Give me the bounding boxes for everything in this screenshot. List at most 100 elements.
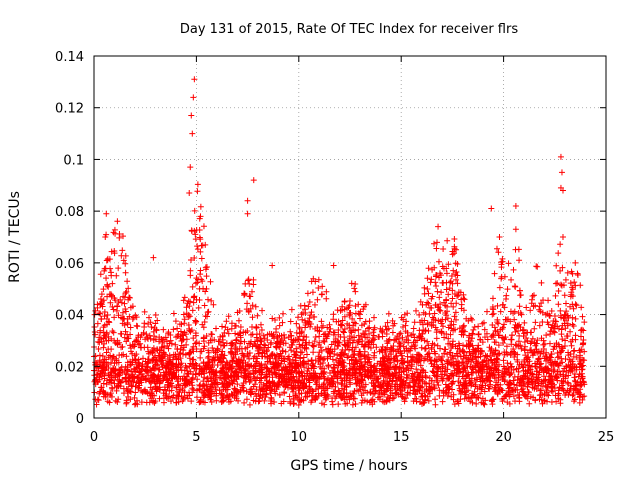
data-point (376, 390, 383, 397)
y-tick-label: 0.04 (55, 309, 84, 324)
data-point (451, 291, 458, 298)
data-point (111, 314, 118, 321)
data-point (281, 390, 288, 397)
data-point (215, 338, 222, 345)
data-point (439, 398, 446, 405)
data-point (122, 260, 129, 267)
data-point (428, 276, 435, 283)
data-point (572, 282, 579, 289)
data-point (532, 319, 539, 326)
data-point (204, 355, 211, 362)
data-point (527, 307, 534, 314)
data-point (424, 393, 431, 400)
data-point (470, 346, 477, 353)
data-point (529, 293, 536, 300)
data-point (458, 305, 465, 312)
data-point (174, 325, 181, 332)
data-point (161, 344, 168, 351)
data-point (196, 227, 203, 234)
data-point (557, 241, 564, 248)
data-point (139, 362, 146, 369)
data-point (570, 348, 577, 355)
data-point (282, 340, 289, 347)
data-point (258, 326, 265, 333)
data-point (545, 392, 552, 399)
data-point (311, 338, 318, 345)
data-point (572, 336, 579, 343)
data-point (352, 288, 359, 295)
data-point (367, 344, 374, 351)
data-point (442, 346, 449, 353)
data-point (114, 303, 121, 310)
data-point (431, 310, 438, 317)
data-point (208, 385, 215, 392)
data-point (424, 275, 431, 282)
data-point (109, 328, 116, 335)
data-point (257, 321, 264, 328)
data-point (321, 338, 328, 345)
data-point (225, 330, 232, 337)
data-point (132, 389, 139, 396)
data-point (316, 328, 323, 335)
data-point (192, 280, 199, 287)
data-point (548, 307, 555, 314)
data-point (450, 267, 457, 274)
data-point (411, 319, 418, 326)
data-point (422, 372, 429, 379)
data-point (378, 346, 385, 353)
data-point (570, 305, 577, 312)
data-point (563, 308, 570, 315)
data-point (445, 335, 452, 342)
data-point (200, 382, 207, 389)
x-axis-label: GPS time / hours (290, 458, 407, 474)
data-point (516, 303, 523, 310)
data-point (345, 353, 352, 359)
data-point (552, 392, 559, 399)
data-point (409, 354, 416, 361)
data-point (136, 369, 143, 376)
x-tick-label: 15 (393, 430, 410, 445)
data-point (469, 342, 476, 349)
data-point (366, 330, 373, 337)
data-point (116, 234, 123, 241)
data-point (422, 374, 429, 381)
data-point (351, 285, 358, 292)
y-tick-label: 0.14 (55, 50, 84, 65)
data-point (329, 356, 336, 363)
data-point (205, 349, 212, 356)
data-point (258, 338, 265, 345)
data-point (316, 383, 323, 390)
data-point (223, 318, 230, 325)
y-tick-label: 0.02 (55, 360, 84, 375)
data-point (499, 339, 506, 346)
data-point (516, 361, 523, 368)
y-tick-label: 0.1 (63, 153, 84, 168)
data-point (132, 357, 139, 364)
data-point (437, 345, 444, 352)
data-point (103, 275, 110, 282)
data-point (444, 384, 451, 391)
data-point (101, 372, 108, 379)
data-point (152, 361, 159, 368)
data-point (248, 288, 255, 295)
data-point (318, 324, 325, 331)
data-point (148, 324, 155, 331)
data-point (433, 335, 440, 342)
data-point (242, 280, 249, 287)
data-point (175, 388, 182, 395)
data-point (435, 258, 442, 265)
data-point (501, 321, 508, 328)
data-point (127, 331, 134, 338)
data-point (249, 367, 256, 374)
data-point (194, 188, 201, 195)
data-point (263, 348, 270, 355)
data-point (287, 398, 294, 405)
data-point (293, 320, 300, 327)
data-point (454, 260, 461, 267)
data-point (166, 387, 173, 394)
y-tick-label: 0.06 (55, 257, 84, 272)
data-point (203, 273, 210, 280)
data-point (463, 343, 470, 350)
data-point (379, 355, 386, 362)
data-point (377, 325, 384, 332)
